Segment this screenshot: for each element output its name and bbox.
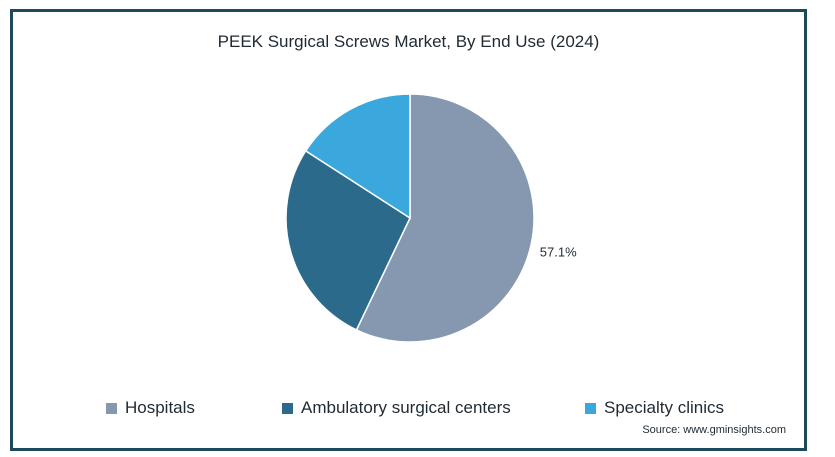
chart-frame: PEEK Surgical Screws Market, By End Use …: [10, 9, 807, 451]
legend-item-hospitals: Hospitals: [106, 398, 195, 418]
legend-label-hospitals: Hospitals: [125, 398, 195, 417]
legend-item-specialty: Specialty clinics: [585, 398, 724, 418]
legend-label-ambulatory: Ambulatory surgical centers: [301, 398, 511, 417]
pie-slice-ambulatory-surgical-centers: [285, 149, 411, 331]
data-label-hospitals: 57.1%: [540, 245, 577, 260]
legend-swatch-specialty: [585, 402, 596, 414]
legend-swatch-ambulatory: [282, 402, 293, 414]
source-note: Source: www.gminsights.com: [642, 424, 786, 436]
chart-title: PEEK Surgical Screws Market, By End Use …: [217, 32, 600, 51]
legend-label-specialty: Specialty clinics: [604, 398, 724, 417]
legend-swatch-hospitals: [106, 402, 117, 414]
chart-legend: Hospitals Ambulatory surgical centers Sp…: [13, 398, 804, 422]
pie-chart: 57.1%: [285, 93, 577, 343]
legend-item-ambulatory: Ambulatory surgical centers: [282, 398, 511, 418]
pie-slice-hospitals: [355, 93, 535, 343]
pie-slice-specialty-clinics: [304, 93, 411, 220]
